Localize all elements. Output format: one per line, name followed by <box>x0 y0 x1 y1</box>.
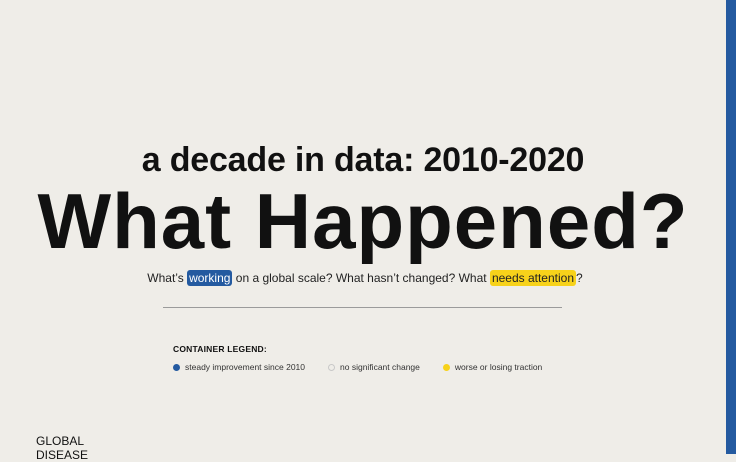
hero-section: a decade in data: 2010-2020 What Happene… <box>36 141 689 462</box>
section-divider <box>163 307 562 308</box>
page-kicker: a decade in data: 2010-2020 <box>141 141 585 179</box>
highlight-working: working <box>187 270 233 286</box>
yellow-dot-icon <box>442 363 450 371</box>
right-edge-accent-bar <box>726 0 736 454</box>
section-label-global-disease: GLOBAL DISEASE <box>36 434 88 462</box>
legend-title: CONTAINER LEGEND: <box>173 344 267 354</box>
subtitle-part-1: What’s <box>147 271 188 285</box>
section-label-line-2: DISEASE <box>36 448 89 462</box>
legend-item-worse: worse or losing traction <box>442 362 543 372</box>
legend-item-improvement: steady improvement since 2010 <box>173 362 305 372</box>
page-title: What Happened? <box>37 177 689 265</box>
highlight-needs-attention: needs attention <box>489 270 577 286</box>
subtitle-part-3: ? <box>576 271 583 285</box>
hollow-dot-icon <box>328 363 336 371</box>
legend-item-label: steady improvement since 2010 <box>185 362 306 372</box>
blue-dot-icon <box>173 363 180 371</box>
subtitle-part-2: on a global scale? What hasn’t changed? … <box>232 271 490 285</box>
legend-items: steady improvement since 2010 no signifi… <box>173 362 593 372</box>
legend-item-label: no significant change <box>340 362 420 372</box>
legend-item-label: worse or losing traction <box>454 362 543 372</box>
section-label-line-1: GLOBAL <box>36 434 85 448</box>
page-subtitle: What’s working on a global scale? What h… <box>0 269 730 287</box>
legend-item-no-change: no significant change <box>328 362 420 372</box>
container-legend: CONTAINER LEGEND: steady improvement sin… <box>173 344 593 372</box>
